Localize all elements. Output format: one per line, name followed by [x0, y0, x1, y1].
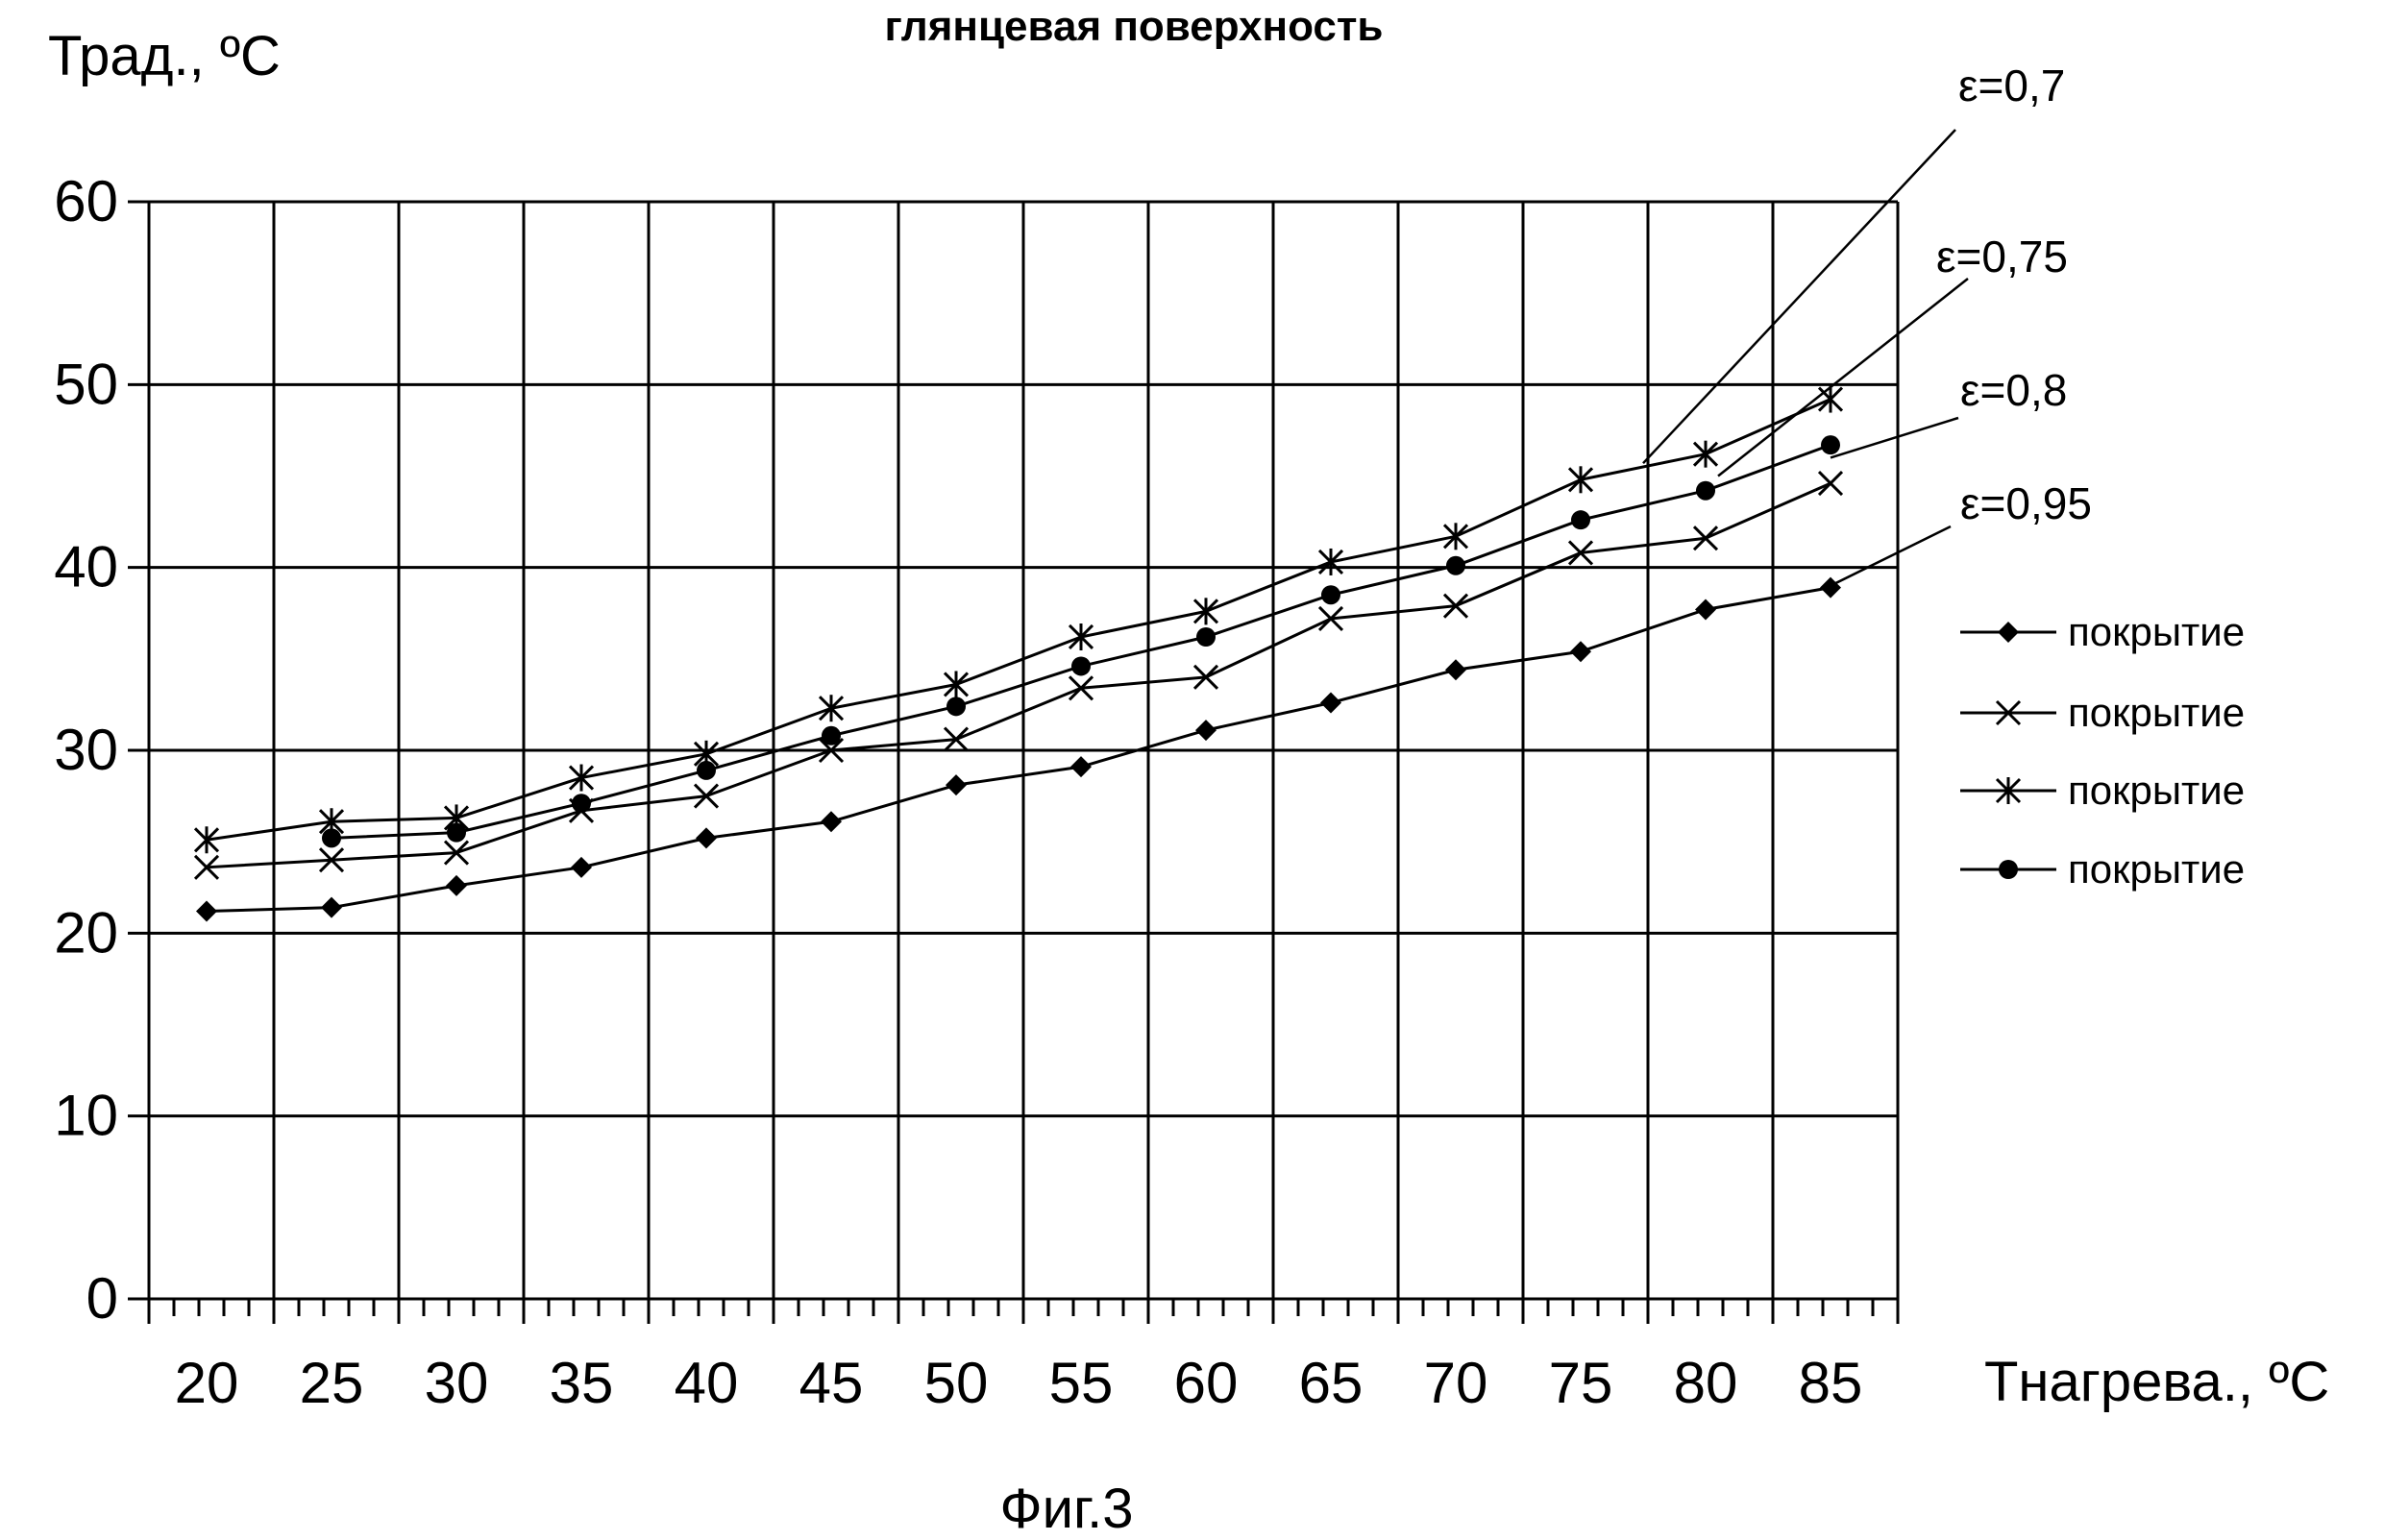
data-point [822, 726, 841, 746]
y-tick-label: 10 [54, 1084, 118, 1148]
x-tick-label: 85 [1799, 1351, 1863, 1415]
x-tick-label: 60 [1174, 1351, 1239, 1415]
data-point [1070, 756, 1092, 777]
data-point [1444, 523, 1467, 550]
data-point [1571, 510, 1590, 529]
data-point [946, 774, 967, 795]
data-point [1319, 549, 1342, 575]
figure-caption: Фиг.3 [1000, 1478, 1134, 1540]
data-point [570, 765, 593, 792]
y-tick-label: 20 [54, 900, 118, 965]
x-tick-label: 55 [1049, 1351, 1114, 1415]
data-point [1321, 585, 1340, 604]
legend-label: покрытие [2068, 609, 2245, 654]
y-tick-label: 40 [54, 535, 118, 599]
annotation-label: ε=0,8 [1960, 365, 2067, 415]
data-point [1819, 472, 1842, 495]
chart-title: глянцевая поверхность [885, 3, 1384, 50]
data-point [1320, 693, 1341, 714]
legend-item: покрытие [1960, 768, 2245, 813]
annotation-leader [1718, 279, 1968, 477]
data-point [696, 827, 717, 848]
data-point [322, 828, 341, 847]
data-point [946, 697, 966, 716]
data-point [1820, 577, 1841, 599]
x-tick-label: 25 [300, 1351, 364, 1415]
x-tick-label: 40 [675, 1351, 739, 1415]
data-point [1819, 386, 1842, 413]
y-tick-label: 30 [54, 718, 118, 782]
annotation-leader [1831, 418, 1958, 457]
x-tick-label: 65 [1299, 1351, 1364, 1415]
legend-item: покрытие [1960, 846, 2245, 892]
annotations: ε=0,7 ε=0,75 ε=0,8 ε=0,95 [1643, 61, 2092, 586]
data-point [1071, 656, 1091, 675]
y-tick-label: 50 [54, 352, 118, 416]
data-point [1445, 659, 1466, 680]
data-point [697, 761, 716, 780]
x-tick-label: 80 [1674, 1351, 1738, 1415]
annotation-label: ε=0,7 [1958, 61, 2065, 110]
legend-marker [1999, 860, 2018, 879]
x-axis-label: Тнагрева., ºC [1984, 1351, 2329, 1413]
legend-item: покрытие [1960, 609, 2245, 654]
annotation-label: ε=0,75 [1936, 232, 2068, 281]
grid [149, 202, 1898, 1299]
x-tick-label: 35 [550, 1351, 614, 1415]
annotation-label: ε=0,95 [1960, 478, 2092, 528]
data-point [446, 875, 467, 896]
data-point [1446, 556, 1465, 575]
data-point [572, 794, 591, 813]
data-point [1821, 435, 1840, 454]
data-point [1069, 623, 1093, 650]
x-tick-label: 50 [924, 1351, 989, 1415]
x-tick-label: 70 [1424, 1351, 1488, 1415]
y-axis-label: Трад., ºC [48, 25, 281, 87]
legend-marker [1998, 622, 2019, 643]
axes: 0 10 20 30 40 50 60 20 25 30 35 40 45 50 55 60 65 70 75 80 8… [54, 169, 1898, 1415]
legend-label: покрытие [2068, 690, 2245, 735]
data-point [321, 897, 342, 918]
data-point [945, 671, 968, 697]
data-point [196, 900, 217, 921]
data-point [1570, 641, 1591, 662]
legend-label: покрытие [2068, 846, 2245, 892]
data-point [1694, 441, 1717, 468]
data-point [821, 811, 842, 832]
legend: покрытие покрытие покрытие покрытие [1960, 609, 2245, 892]
x-tick-label: 30 [425, 1351, 489, 1415]
series-lines [195, 386, 1842, 922]
x-tick-label: 20 [175, 1351, 239, 1415]
data-point [1696, 481, 1715, 501]
data-point [1569, 466, 1592, 493]
data-point [1194, 598, 1217, 624]
y-tick-label: 60 [54, 169, 118, 233]
x-tick-label: 45 [799, 1351, 864, 1415]
x-tick-label: 75 [1549, 1351, 1613, 1415]
legend-label: покрытие [2068, 768, 2245, 813]
data-point [1695, 599, 1716, 620]
data-point [1195, 720, 1217, 741]
data-point [1196, 627, 1216, 647]
legend-item: покрытие [1960, 690, 2245, 735]
data-point [447, 823, 466, 843]
data-point [820, 695, 843, 721]
series-line-3 [207, 400, 1831, 841]
annotation-leader [1831, 526, 1951, 586]
y-tick-label: 0 [86, 1266, 118, 1331]
data-point [571, 857, 592, 878]
